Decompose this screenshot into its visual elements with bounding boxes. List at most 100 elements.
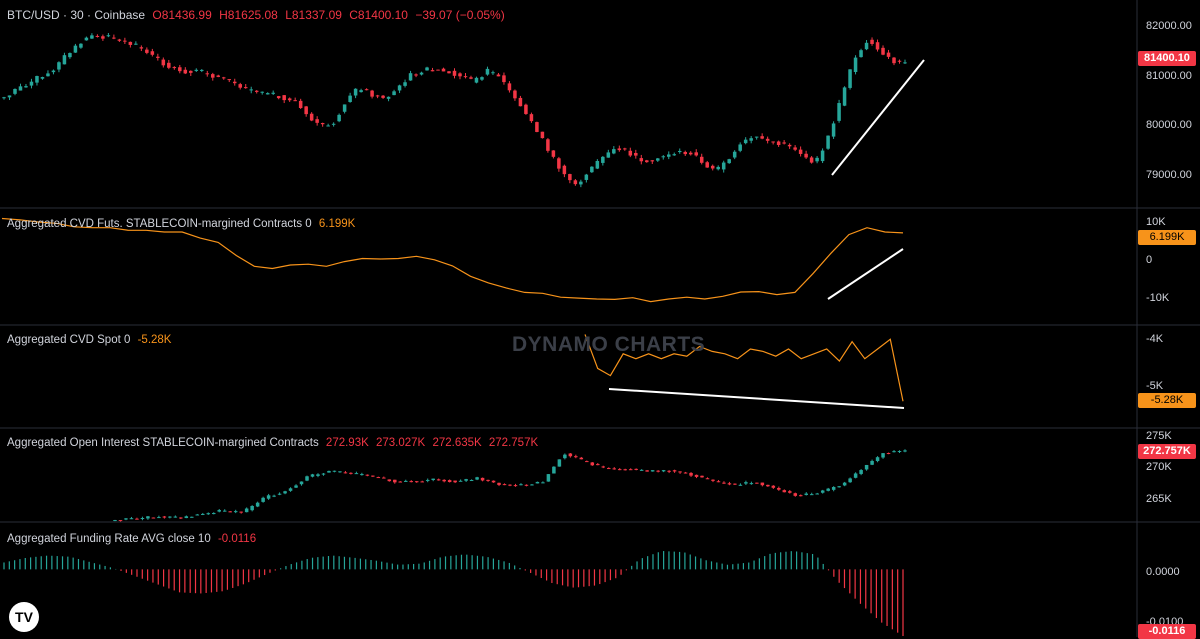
oi-candle: [250, 505, 254, 511]
cvd-futs-tick: -10K: [1146, 292, 1170, 304]
price-candle: [721, 162, 726, 170]
cvd-spot-legend[interactable]: Aggregated CVD Spot 0 -5.28K: [7, 334, 175, 346]
oi-candle: [788, 491, 792, 493]
price-candle: [260, 91, 264, 93]
oi-candle: [228, 511, 232, 513]
oi-candle: [579, 457, 584, 460]
price-candle: [903, 62, 907, 64]
oi-candle: [683, 472, 688, 474]
price-candle: [150, 51, 155, 55]
oi-candle: [184, 516, 189, 519]
oi-close: 272.757K: [488, 437, 539, 449]
price-candle: [348, 95, 352, 103]
oi-candle: [414, 481, 419, 483]
oi-candle: [222, 510, 227, 512]
oi-candle: [700, 475, 704, 478]
price-candle: [650, 160, 655, 162]
cvd-futs-title: Aggregated CVD Futs. STABLECOIN-margined…: [7, 218, 312, 230]
price-candle: [84, 37, 89, 41]
price-candle: [875, 42, 880, 50]
price-candle: [243, 87, 248, 89]
price-candle: [46, 73, 50, 77]
oi-candle: [124, 518, 128, 520]
oi-candle: [639, 469, 644, 471]
oi-candle: [760, 482, 765, 486]
price-candle: [95, 35, 100, 37]
oi-candle: [294, 485, 298, 488]
oi-candles: [113, 449, 907, 522]
oi-candle: [349, 472, 353, 474]
price-tick: 81000.00: [1146, 70, 1192, 82]
oi-candle: [425, 479, 430, 481]
price-candle: [485, 68, 490, 75]
price-candle: [375, 95, 380, 97]
price-candle: [90, 35, 94, 39]
oi-candle: [848, 478, 852, 483]
oi-candle: [903, 450, 907, 452]
price-candle: [287, 98, 292, 101]
price-candle: [139, 47, 144, 49]
oi-candle: [404, 480, 408, 482]
price-candle: [897, 60, 902, 62]
price-candle: [381, 95, 385, 98]
oi-candle: [875, 457, 880, 462]
oi-candle: [458, 480, 463, 482]
oi-candle: [809, 494, 814, 496]
oi-candle: [447, 480, 452, 483]
oi-candle: [486, 479, 490, 481]
price-candle: [864, 42, 869, 50]
open-value: O81436.99: [152, 8, 212, 22]
oi-candle: [661, 470, 666, 472]
price-candle: [271, 92, 275, 94]
cvd-futs-tick: 10K: [1146, 216, 1166, 228]
oi-candle: [574, 456, 578, 458]
oi-candle: [771, 485, 776, 488]
price-candle: [2, 97, 6, 99]
price-candle: [699, 156, 704, 163]
oi-candle: [799, 495, 803, 497]
price-candle: [557, 158, 561, 169]
oi-candle: [738, 484, 743, 486]
price-candle: [688, 152, 693, 155]
price-candle: [40, 77, 45, 79]
oi-candle: [135, 518, 139, 520]
oi-candle: [667, 470, 671, 472]
oi-candle: [201, 513, 205, 515]
price-candle: [35, 76, 39, 83]
tradingview-logo[interactable]: TV: [9, 602, 39, 632]
symbol-label[interactable]: BTC/USD · 30 · Coinbase: [7, 8, 146, 22]
price-candle: [79, 43, 83, 48]
price-candle: [386, 96, 391, 99]
price-candle: [419, 72, 424, 75]
oi-candle: [393, 479, 397, 483]
price-candle: [776, 141, 781, 145]
oi-candle: [727, 483, 732, 485]
price-candle: [683, 151, 688, 155]
price-candle: [513, 90, 517, 99]
oi-legend[interactable]: Aggregated Open Interest STABLECOIN-marg…: [7, 437, 542, 449]
price-tick: 79000.00: [1146, 169, 1192, 181]
oi-candle: [469, 480, 474, 482]
oi-badge: 272.757K: [1138, 444, 1196, 459]
oi-candle: [623, 469, 627, 471]
funding-legend[interactable]: Aggregated Funding Rate AVG close 10 -0.…: [7, 533, 260, 545]
price-candle: [842, 87, 847, 106]
price-candle: [320, 123, 325, 125]
oi-candle: [777, 488, 781, 490]
oi-candle: [859, 470, 863, 474]
oi-candle: [601, 466, 606, 468]
price-legend[interactable]: BTC/USD · 30 · Coinbase O81436.99 H81625…: [7, 8, 509, 22]
oi-candle: [146, 516, 150, 519]
oi-candle: [612, 468, 616, 470]
price-candle: [672, 154, 677, 156]
oi-candle: [831, 487, 836, 490]
price-candle: [68, 53, 72, 58]
cvd-futs-legend[interactable]: Aggregated CVD Futs. STABLECOIN-margined…: [7, 218, 359, 230]
cvd-futs-trend-drawing: [827, 248, 904, 300]
oi-candle: [288, 488, 293, 491]
price-candle: [606, 152, 611, 158]
price-candle: [732, 151, 737, 158]
price-candle: [315, 119, 319, 123]
price-candle: [282, 95, 286, 101]
